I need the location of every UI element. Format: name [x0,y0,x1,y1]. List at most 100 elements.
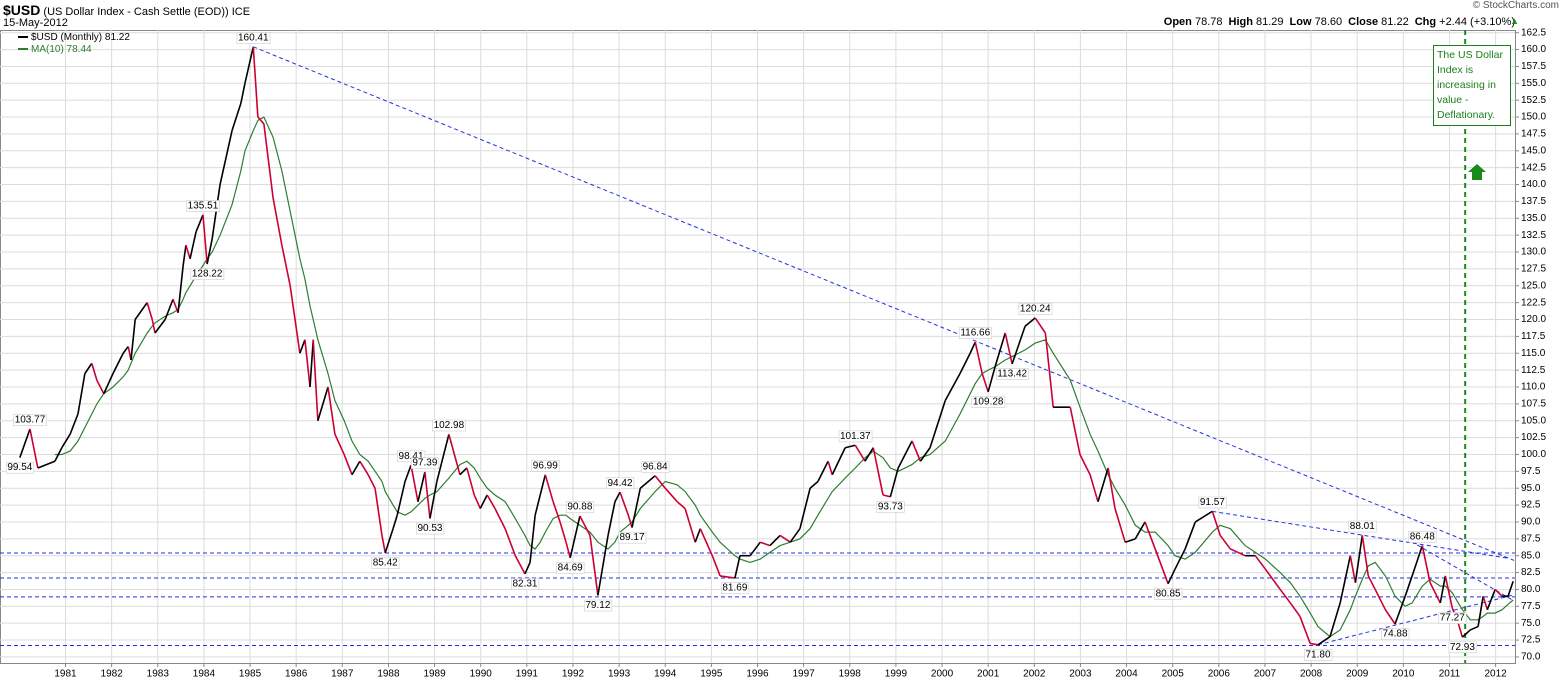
quote-value: 81.22 [1381,16,1409,28]
price-segment [429,481,438,519]
annotation-label: 86.48 [1410,531,1435,542]
annotation-label: 72.93 [1450,642,1475,653]
quote-value: 81.29 [1256,16,1284,28]
y-tick-label: 150.0 [1521,112,1546,123]
quote-label: Low [1289,16,1312,28]
annotation-label: 120.24 [1020,304,1051,315]
x-tick-label: 1999 [885,669,908,680]
annotation-box [995,368,1029,380]
price-segment [219,130,233,185]
annotation-label: 113.42 [997,369,1027,380]
price-segment [539,474,547,496]
price-segment [579,515,591,536]
price-segment [281,245,291,286]
price-segment [544,474,554,502]
price-segment [359,460,369,476]
annotation-label: 89.17 [620,532,645,543]
price-segment [384,528,394,554]
legend-swatch [18,36,28,39]
y-tick-label: 100.0 [1521,449,1546,460]
price-segment [1264,568,1281,590]
annotation-box [1154,588,1183,600]
price-segment [694,528,702,543]
price-segment [309,339,315,388]
annotation-label: 103.77 [15,415,46,426]
annotation-label: 96.84 [643,461,668,472]
price-segment [1024,317,1036,327]
price-segment [392,514,398,529]
price-segment [146,302,154,320]
annotation-box [1198,496,1227,509]
annotation-box [236,32,271,44]
price-segment [749,541,761,557]
price-segment [559,521,567,543]
annotation-label: 94.42 [608,478,633,489]
price-segment [61,433,71,449]
price-segment [769,534,781,547]
price-segment [734,555,741,579]
legend-label: $USD (Monthly) 81.22 [31,32,130,43]
y-tick-label: 82.5 [1521,567,1541,578]
price-segment [987,366,996,393]
price-segment [639,475,656,489]
y-tick-label: 130.0 [1521,247,1546,258]
y-tick-label: 157.5 [1521,61,1546,72]
annotation-box [1448,641,1477,654]
price-segment [809,480,819,489]
quote-label: Close [1348,16,1379,28]
x-tick-label: 1982 [101,669,124,680]
price-segment [244,46,255,84]
annotation-box [566,501,595,513]
price-segment [177,265,184,313]
price-segment [1167,568,1176,585]
price-segment [684,508,696,543]
price-segment [1469,625,1479,631]
price-segment [872,447,884,496]
price-segment [317,386,329,421]
price-segment [29,428,39,469]
price-segment [343,454,353,476]
price-segment [206,238,213,265]
price-segment [1211,511,1221,536]
copyright: © StockCharts.com [1472,0,1559,11]
price-segment [524,562,531,575]
price-segment [1219,534,1232,550]
price-segment [130,319,136,361]
price-segment [1154,548,1169,584]
price-segment [257,116,265,125]
price-segment [631,488,642,528]
price-segment [1011,325,1026,365]
price-segment [37,460,56,469]
price-segment [1329,602,1341,637]
price-segment [134,302,148,320]
annotation-label: 81.69 [722,583,747,594]
price-segment [1317,636,1331,646]
annotation-label: 74.88 [1383,629,1408,640]
price-segment [720,575,736,579]
quote: Open 78.78 High 81.29 Low 78.60 Close 81.22… [1158,16,1515,28]
annotation-label: 135.51 [188,200,219,211]
price-segment [1421,545,1431,583]
price-segment [189,231,197,259]
price-segment [569,515,581,558]
price-segment [699,528,714,557]
price-segment [1461,629,1471,638]
price-segment [299,339,306,354]
y-tick-label: 80.0 [1521,584,1541,595]
y-tick-label: 140.0 [1521,179,1546,190]
annotation-box [1304,649,1333,661]
price-segment [889,467,899,497]
price-segment [381,535,386,554]
annotation-label: 96.99 [533,460,558,471]
y-tick-label: 132.5 [1521,230,1546,241]
y-tick-label: 77.5 [1521,601,1541,612]
annotation-box [584,599,613,612]
price-segment [1384,609,1396,625]
price-segment [202,214,208,265]
annotation-box [556,562,585,574]
legend-swatch [18,48,28,51]
x-tick-label: 1983 [147,669,170,680]
price-segment [195,214,204,233]
y-tick-label: 125.0 [1521,280,1546,291]
